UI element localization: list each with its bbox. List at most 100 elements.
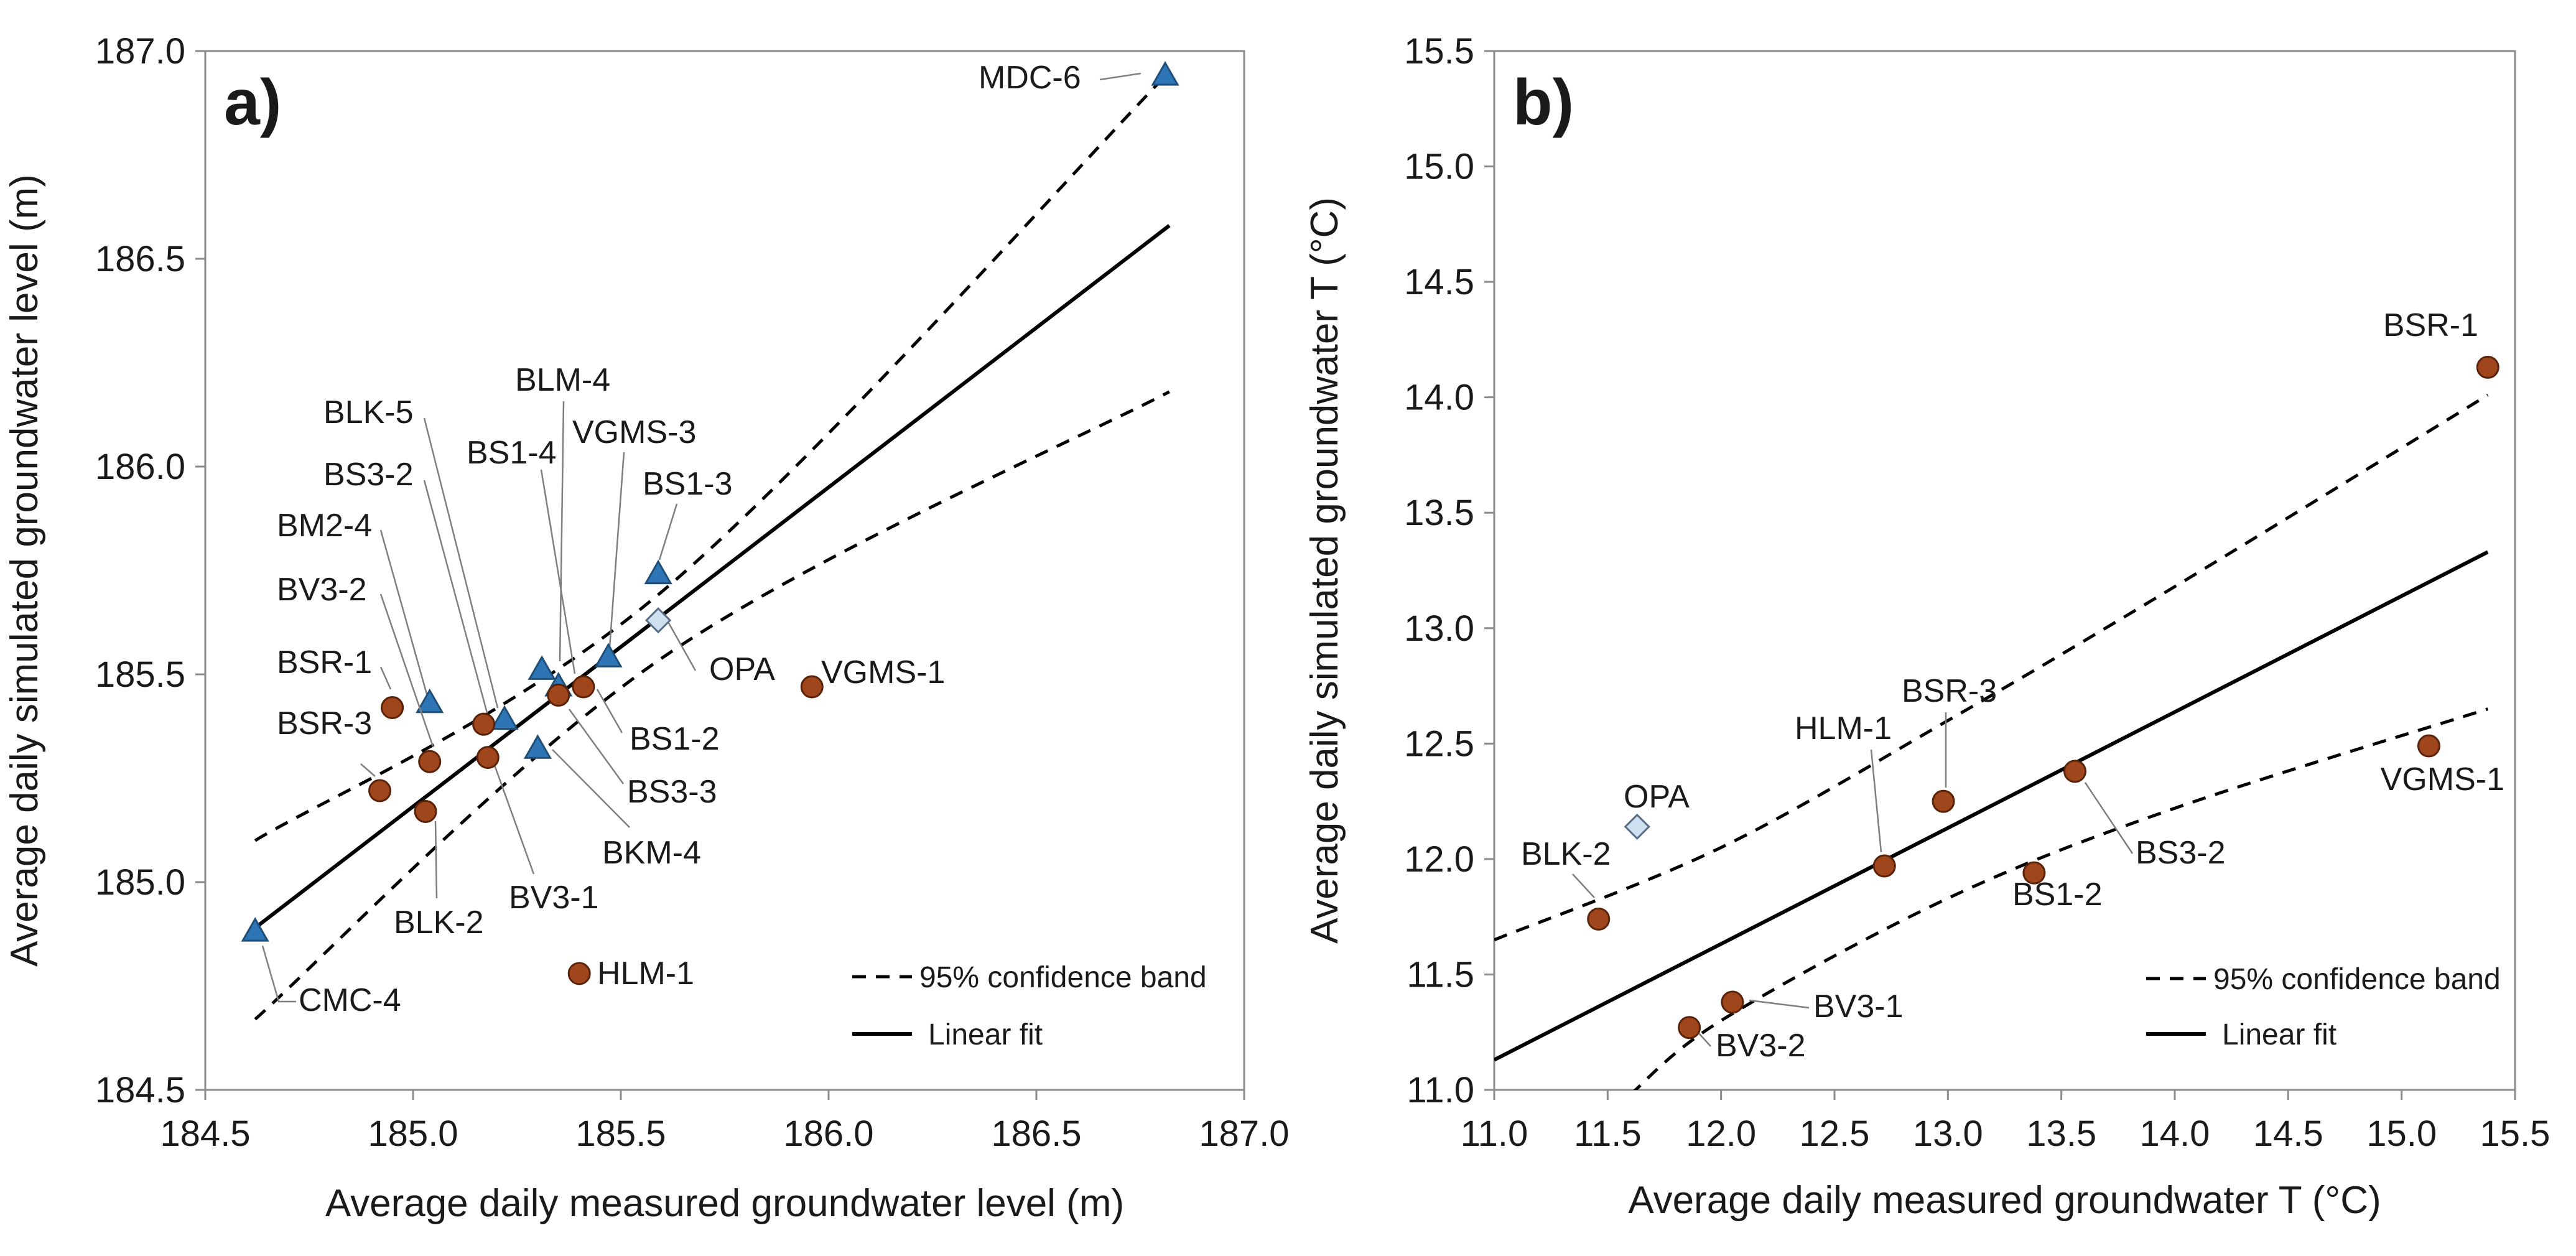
point-label-bv3-2: BV3-2 xyxy=(1716,1028,1806,1064)
point-label-blm-4: BLM-4 xyxy=(515,362,610,398)
point-label-blk-2: BLK-2 xyxy=(394,905,484,941)
leader-line-mdc-6 xyxy=(1099,72,1142,81)
leader-line-bs1-3 xyxy=(658,503,678,561)
data-point-bs3-3 xyxy=(547,683,570,707)
plot-area-frame xyxy=(204,50,1245,1091)
point-label-bv3-1: BV3-1 xyxy=(509,880,599,916)
y-tick-label: 11.5 xyxy=(1407,954,1474,995)
linear-fit-line xyxy=(254,224,1171,929)
data-point-bsr-3 xyxy=(368,779,392,802)
y-tick-label: 14.0 xyxy=(1404,378,1474,418)
data-point-opa xyxy=(1624,813,1650,840)
y-tick-label: 13.5 xyxy=(1404,493,1474,533)
data-point-bv3-1 xyxy=(1721,990,1744,1014)
point-label-bsr-3: BSR-3 xyxy=(277,705,372,742)
point-label-mdc-6: MDC-6 xyxy=(979,60,1081,96)
y-axis-title: Average daily simulated groundwater T (°… xyxy=(1303,197,1346,944)
legend-band-label: 95% confidence band xyxy=(919,961,1207,994)
data-point-bsr-3 xyxy=(1932,789,1955,813)
point-label-bm2-4: BM2-4 xyxy=(277,508,372,544)
x-tick-label: 186.5 xyxy=(991,1114,1081,1154)
y-tick-label: 13.0 xyxy=(1404,608,1474,649)
x-tick-label: 15.0 xyxy=(2366,1114,2437,1154)
x-tick-label: 14.5 xyxy=(2253,1114,2323,1154)
data-point-vgms-3 xyxy=(594,643,623,668)
linear-fit-line xyxy=(1494,550,2489,1062)
data-point-blk-2 xyxy=(1587,907,1611,931)
x-tick-label: 14.0 xyxy=(2140,1114,2210,1154)
legend-fit-label: Linear fit xyxy=(928,1018,1043,1051)
y-tick-label: 12.5 xyxy=(1404,723,1474,764)
data-point-bm2-4 xyxy=(416,688,444,714)
data-point-vgms-1 xyxy=(800,675,824,699)
confidence-band-upper xyxy=(1494,393,2489,942)
data-point-blk-5 xyxy=(490,705,519,730)
confidence-band-lower xyxy=(254,390,1170,1021)
data-point-bs1-3 xyxy=(644,559,672,585)
data-point-bsr-1 xyxy=(381,695,404,719)
point-label-bkm-4: BKM-4 xyxy=(602,835,701,871)
leader-line-bv3-1 xyxy=(1749,999,1810,1009)
x-axis-title: Average daily measured groundwater level… xyxy=(325,1182,1124,1225)
data-point-bs1-2 xyxy=(572,675,595,699)
y-tick-label: 187.0 xyxy=(95,31,185,72)
data-point-opa xyxy=(644,607,672,634)
leader-line-cmc-4 xyxy=(261,945,296,1003)
data-point-vgms-1 xyxy=(2417,734,2440,758)
x-tick-label: 11.5 xyxy=(1574,1114,1642,1154)
data-point-bsr-1 xyxy=(2476,355,2499,379)
y-tick-label: 12.0 xyxy=(1404,839,1474,880)
leader-line-bs1-2 xyxy=(596,689,623,733)
leader-line-bs1-4 xyxy=(540,469,576,674)
leader-line-bsr-3 xyxy=(360,763,376,777)
panel-label: b) xyxy=(1513,67,1574,139)
data-point-bv3-1 xyxy=(476,746,500,770)
leader-line-opa xyxy=(666,620,697,671)
y-tick-label: 11.0 xyxy=(1407,1070,1474,1110)
point-label-bs3-2: BS3-2 xyxy=(323,457,414,493)
x-tick-label: 11.0 xyxy=(1461,1114,1528,1154)
point-label-bsr-3: BSR-3 xyxy=(1902,673,1997,709)
point-label-vgms-3: VGMS-3 xyxy=(572,414,696,450)
point-label-bsr-1: BSR-1 xyxy=(2383,307,2478,343)
legend-band-label: 95% confidence band xyxy=(2213,963,2501,996)
y-tick-label: 14.5 xyxy=(1404,262,1474,302)
point-label-opa: OPA xyxy=(709,651,775,687)
data-point-bs3-2 xyxy=(472,712,496,736)
leader-line-vgms-3 xyxy=(608,452,625,648)
x-tick-label: 15.5 xyxy=(2480,1114,2550,1154)
x-tick-label: 13.0 xyxy=(1913,1114,1983,1154)
point-label-hlm-1: HLM-1 xyxy=(597,956,694,992)
panel-b-chart: 11.0 11.5 12.0 12.5 13.0 13.5 14.0 14.5 15.0 15.5… xyxy=(1303,31,2550,1222)
leader-line-bkm-4 xyxy=(552,749,630,828)
x-tick-label: 12.0 xyxy=(1686,1114,1756,1154)
x-tick-label: 185.0 xyxy=(368,1114,458,1154)
data-point-hlm-1 xyxy=(567,962,591,985)
data-point-bkm-4 xyxy=(523,734,552,759)
y-tick-label: 15.0 xyxy=(1404,147,1474,187)
point-label-bs1-3: BS1-3 xyxy=(643,466,733,502)
leader-line-blk-2 xyxy=(434,821,438,899)
leader-line-bsr-1 xyxy=(379,666,392,690)
point-label-vgms-1: VGMS-1 xyxy=(2381,761,2504,798)
y-tick-label: 15.5 xyxy=(1404,31,1474,72)
confidence-band-upper xyxy=(254,70,1171,842)
leader-line-bs3-2 xyxy=(423,480,488,714)
panel-label: a) xyxy=(224,67,281,139)
leader-line-blk-5 xyxy=(423,417,499,709)
x-tick-label: 184.5 xyxy=(160,1114,250,1154)
point-label-blk-5: BLK-5 xyxy=(323,394,414,430)
leader-line-bs3-2 xyxy=(2084,782,2134,854)
y-tick-label: 185.0 xyxy=(95,862,185,903)
point-label-bs1-4: BS1-4 xyxy=(467,435,557,471)
confidence-band-lower xyxy=(1633,707,2488,1090)
x-tick-label: 186.0 xyxy=(783,1114,873,1154)
point-label-opa: OPA xyxy=(1624,779,1690,815)
point-label-bs3-2: BS3-2 xyxy=(2136,835,2226,871)
point-label-bsr-1: BSR-1 xyxy=(277,644,372,681)
data-point-blk-2 xyxy=(414,799,437,823)
x-tick-label: 187.0 xyxy=(1199,1114,1289,1154)
x-tick-label: 12.5 xyxy=(1800,1114,1870,1154)
leader-line-hlm-1 xyxy=(1870,749,1882,853)
